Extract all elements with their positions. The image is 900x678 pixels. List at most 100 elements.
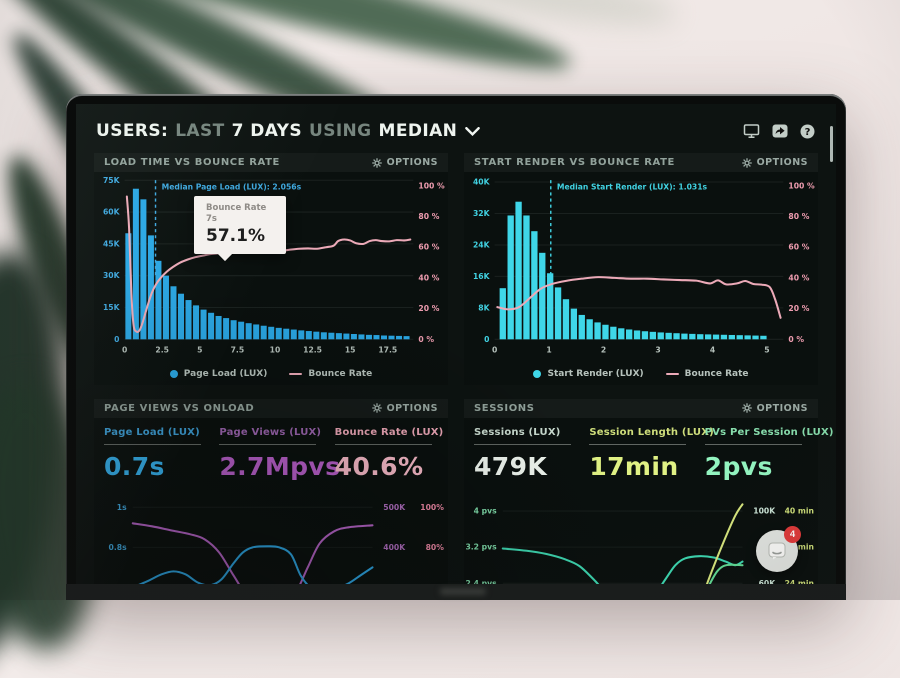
svg-text:60%: 60% bbox=[426, 583, 445, 584]
svg-text:2: 2 bbox=[601, 346, 606, 355]
options-button[interactable]: OPTIONS bbox=[371, 157, 438, 168]
svg-text:60K: 60K bbox=[103, 208, 121, 217]
metric-underline bbox=[474, 443, 572, 445]
metric-bounce-rate: Bounce Rate (LUX) 40.6% bbox=[334, 426, 444, 481]
chart-tooltip: Bounce Rate 7s 57.1% bbox=[194, 196, 286, 255]
svg-text:3.2 pvs: 3.2 pvs bbox=[465, 543, 497, 552]
gear-icon bbox=[741, 157, 752, 168]
title-using: USING bbox=[308, 121, 372, 141]
legend-item: Page Load (LUX) bbox=[169, 369, 267, 379]
metric-page-views: Page Views (LUX) 2.7Mpvs bbox=[219, 426, 341, 481]
share-icon[interactable] bbox=[771, 123, 788, 140]
legend-item: Bounce Rate bbox=[665, 369, 749, 379]
gear-icon bbox=[741, 403, 752, 414]
options-button[interactable]: OPTIONS bbox=[741, 403, 808, 414]
chart-load-time-vs-bounce-rate[interactable]: Median Page Load (LUX): 2.056s 0 15K 30K 45K… bbox=[94, 172, 448, 366]
svg-text:15: 15 bbox=[345, 346, 356, 355]
svg-text:32K: 32K bbox=[473, 209, 491, 218]
title-median: MEDIAN bbox=[378, 121, 458, 141]
options-button[interactable]: OPTIONS bbox=[371, 403, 438, 414]
svg-text:40K: 40K bbox=[473, 178, 491, 187]
svg-text:80 %: 80 % bbox=[418, 212, 439, 221]
title-last: LAST bbox=[175, 121, 225, 141]
svg-text:0.8s: 0.8s bbox=[109, 543, 128, 552]
svg-text:40 min: 40 min bbox=[785, 506, 814, 515]
panel-sessions: SESSIONS OPTIONS Sessions (LUX) 479K Ses… bbox=[464, 398, 833, 584]
svg-text:20 %: 20 % bbox=[788, 304, 809, 313]
tooltip-title: Bounce Rate bbox=[206, 203, 267, 213]
svg-text:24 min: 24 min bbox=[785, 579, 814, 584]
legend-line-swatch bbox=[665, 372, 679, 376]
metric-underline bbox=[104, 443, 202, 445]
panel-start-render-vs-bounce-rate: START RENDER VS BOUNCE RATE OPTIONS Medi… bbox=[464, 153, 818, 385]
metrics-row: Page Load (LUX) 0.7s Page Views (LUX) 2.… bbox=[94, 417, 448, 481]
svg-text:32 min: 32 min bbox=[785, 543, 814, 552]
svg-text:60 %: 60 % bbox=[788, 243, 809, 252]
svg-text:24K: 24K bbox=[473, 241, 491, 250]
svg-text:2.4 pvs: 2.4 pvs bbox=[465, 579, 497, 584]
options-button[interactable]: OPTIONS bbox=[741, 157, 808, 168]
chart-start-render-vs-bounce-rate[interactable]: Median Start Render (LUX): 1.031s 0 8K 16K 2… bbox=[464, 172, 818, 366]
metric-sessions: Sessions (LUX) 479K bbox=[474, 427, 577, 481]
line-series bbox=[131, 522, 374, 584]
help-icon[interactable]: ? bbox=[799, 123, 816, 140]
chart-page-views-vs-onload[interactable]: 1s0.8s0.6s0.4s500K100%400K80%300K60%200K… bbox=[94, 480, 448, 584]
svg-text:300K: 300K bbox=[383, 583, 406, 584]
chat-bubble-icon bbox=[768, 542, 786, 560]
svg-text:0: 0 bbox=[122, 346, 127, 355]
panel-header: PAGE VIEWS VS ONLOAD OPTIONS bbox=[94, 398, 448, 418]
tooltip-value: 57.1% bbox=[206, 226, 265, 247]
svg-text:1s: 1s bbox=[117, 503, 127, 512]
svg-text:17.5: 17.5 bbox=[378, 346, 397, 355]
svg-text:20 %: 20 % bbox=[418, 304, 439, 313]
svg-text:40 %: 40 % bbox=[418, 273, 439, 282]
svg-text:3: 3 bbox=[655, 346, 660, 355]
laptop-deck bbox=[66, 584, 846, 600]
chart-legend: Start Render (LUX) Bounce Rate bbox=[464, 365, 818, 385]
photo-of-laptop: { "header": { "part1": "USERS:", "part2"… bbox=[0, 0, 900, 600]
svg-text:80 %: 80 % bbox=[788, 212, 809, 221]
median-label: Median Page Load (LUX): 2.056s bbox=[162, 182, 302, 191]
scrollbar[interactable] bbox=[830, 126, 833, 162]
bars-series bbox=[125, 188, 410, 340]
svg-text:0 %: 0 % bbox=[788, 335, 804, 344]
bars-series bbox=[499, 201, 767, 340]
svg-text:400K: 400K bbox=[383, 543, 406, 552]
legend-dot-swatch bbox=[169, 369, 178, 378]
panel-title: LOAD TIME VS BOUNCE RATE bbox=[104, 157, 280, 168]
display-icon[interactable] bbox=[743, 123, 760, 140]
svg-text:40 %: 40 % bbox=[788, 273, 809, 282]
svg-text:10: 10 bbox=[270, 346, 281, 355]
title-users: USERS: bbox=[96, 121, 169, 141]
svg-text:2.5: 2.5 bbox=[155, 346, 169, 355]
panel-title: PAGE VIEWS VS ONLOAD bbox=[104, 402, 255, 414]
chat-widget-button[interactable]: 4 bbox=[756, 526, 801, 572]
metric-underline bbox=[704, 443, 802, 445]
svg-text:0 %: 0 % bbox=[418, 335, 434, 344]
svg-text:100%: 100% bbox=[420, 503, 444, 512]
svg-text:1: 1 bbox=[546, 346, 551, 355]
svg-text:60 %: 60 % bbox=[418, 243, 439, 252]
svg-text:4: 4 bbox=[710, 346, 715, 355]
gear-icon bbox=[371, 403, 382, 414]
svg-text:100K: 100K bbox=[753, 506, 776, 515]
metric-underline bbox=[589, 443, 687, 445]
bounce-rate-line bbox=[496, 276, 782, 319]
svg-text:4 pvs: 4 pvs bbox=[474, 506, 497, 515]
metric-underline bbox=[219, 443, 317, 445]
svg-text:15K: 15K bbox=[103, 303, 121, 312]
svg-text:100 %: 100 % bbox=[788, 181, 815, 190]
title-7days: 7 DAYS bbox=[231, 121, 302, 141]
tooltip-subtitle: 7s bbox=[206, 213, 217, 224]
panel-load-time-vs-bounce-rate: LOAD TIME VS BOUNCE RATE OPTIONS Median … bbox=[94, 153, 448, 385]
line-series bbox=[705, 503, 744, 584]
chevron-down-icon[interactable] bbox=[464, 123, 481, 140]
panel-title: SESSIONS bbox=[474, 402, 535, 414]
laptop-logo-blur bbox=[440, 588, 487, 595]
panel-title: START RENDER VS BOUNCE RATE bbox=[474, 157, 675, 168]
svg-text:0: 0 bbox=[484, 335, 489, 344]
svg-text:7.5: 7.5 bbox=[231, 346, 245, 355]
legend-item: Bounce Rate bbox=[289, 369, 372, 379]
svg-text:5: 5 bbox=[197, 346, 202, 355]
